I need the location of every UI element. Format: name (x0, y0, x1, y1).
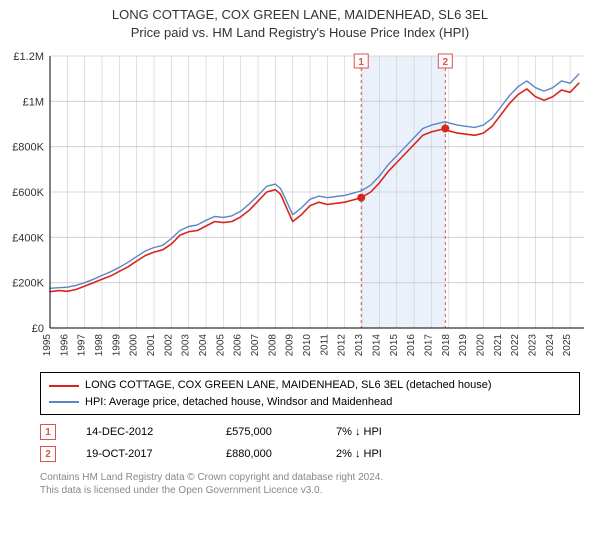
y-tick-label: £200K (12, 278, 44, 290)
x-tick-label: 2000 (129, 334, 140, 357)
x-tick-label: 2009 (285, 334, 296, 357)
sale-point (441, 125, 449, 133)
legend-label: HPI: Average price, detached house, Wind… (85, 394, 392, 411)
sale-marker-number: 1 (358, 57, 364, 68)
chart-title-block: LONG COTTAGE, COX GREEN LANE, MAIDENHEAD… (0, 0, 600, 42)
sale-delta: 2% ↓ HPI (336, 448, 382, 460)
x-tick-label: 2016 (406, 334, 417, 357)
x-tick-label: 1998 (94, 334, 105, 357)
x-tick-label: 2013 (354, 334, 365, 357)
x-tick-label: 2021 (493, 334, 504, 357)
x-tick-label: 1996 (59, 334, 70, 357)
y-tick-label: £400K (12, 233, 44, 245)
footer-line-2: This data is licensed under the Open Gov… (40, 484, 580, 497)
x-tick-label: 2005 (215, 334, 226, 357)
sale-marker: 1 (40, 424, 56, 440)
x-tick-label: 2003 (181, 334, 192, 357)
sale-point (357, 194, 365, 202)
x-tick-label: 2008 (267, 334, 278, 357)
x-tick-label: 2023 (527, 334, 538, 357)
sale-date: 19-OCT-2017 (86, 448, 196, 460)
legend: LONG COTTAGE, COX GREEN LANE, MAIDENHEAD… (40, 372, 580, 415)
x-tick-label: 2010 (302, 334, 313, 357)
x-tick-label: 2002 (163, 334, 174, 357)
series-property (50, 84, 579, 293)
legend-row: HPI: Average price, detached house, Wind… (49, 394, 571, 411)
sales-table: 1 14-DEC-2012 £575,000 7% ↓ HPI 2 19-OCT-2017… (40, 421, 580, 465)
x-tick-label: 2006 (233, 334, 244, 357)
price-chart: £0 £200K £400K £600K £800K £1M £1.2M 1995 1996 19… (8, 48, 592, 368)
y-tick-label: £1.2M (13, 51, 44, 63)
title-line-2: Price paid vs. HM Land Registry's House … (0, 24, 600, 42)
x-tick-label: 1999 (111, 334, 122, 357)
x-tick-label: 1995 (42, 334, 53, 357)
legend-row: LONG COTTAGE, COX GREEN LANE, MAIDENHEAD… (49, 377, 571, 394)
x-tick-label: 2020 (475, 334, 486, 357)
sale-marker: 2 (40, 446, 56, 462)
sale-row: 2 19-OCT-2017 £880,000 2% ↓ HPI (40, 443, 580, 465)
x-tick-label: 2004 (198, 334, 209, 357)
sale-date: 14-DEC-2012 (86, 426, 196, 438)
sale-price: £880,000 (226, 448, 306, 460)
y-tick-label: £600K (12, 187, 44, 199)
footer-note: Contains HM Land Registry data © Crown c… (40, 471, 580, 497)
y-tick-label: £1M (23, 97, 44, 109)
sale-marker-number: 2 (443, 57, 449, 68)
x-tick-label: 2024 (545, 334, 556, 357)
x-tick-label: 2018 (441, 334, 452, 357)
x-tick-label: 2001 (146, 334, 157, 357)
footer-line-1: Contains HM Land Registry data © Crown c… (40, 471, 580, 484)
chart-container: £0 £200K £400K £600K £800K £1M £1.2M 1995 1996 19… (8, 48, 592, 368)
y-tick-label: £800K (12, 142, 44, 154)
x-tick-label: 2014 (371, 334, 382, 357)
legend-swatch (49, 385, 79, 387)
series-hpi (50, 74, 579, 288)
sale-delta: 7% ↓ HPI (336, 426, 382, 438)
x-tick-label: 2025 (562, 334, 573, 357)
y-tick-label: £0 (32, 323, 44, 335)
sale-price: £575,000 (226, 426, 306, 438)
legend-swatch (49, 401, 79, 403)
x-tick-label: 2019 (458, 334, 469, 357)
x-tick-label: 2017 (423, 334, 434, 357)
sale-row: 1 14-DEC-2012 £575,000 7% ↓ HPI (40, 421, 580, 443)
x-tick-label: 2015 (389, 334, 400, 357)
x-tick-label: 1997 (77, 334, 88, 357)
x-tick-label: 2011 (319, 334, 330, 356)
legend-label: LONG COTTAGE, COX GREEN LANE, MAIDENHEAD… (85, 377, 492, 394)
x-tick-label: 2007 (250, 334, 261, 357)
x-tick-label: 2022 (510, 334, 521, 357)
title-line-1: LONG COTTAGE, COX GREEN LANE, MAIDENHEAD… (0, 6, 600, 24)
x-tick-label: 2012 (337, 334, 348, 357)
